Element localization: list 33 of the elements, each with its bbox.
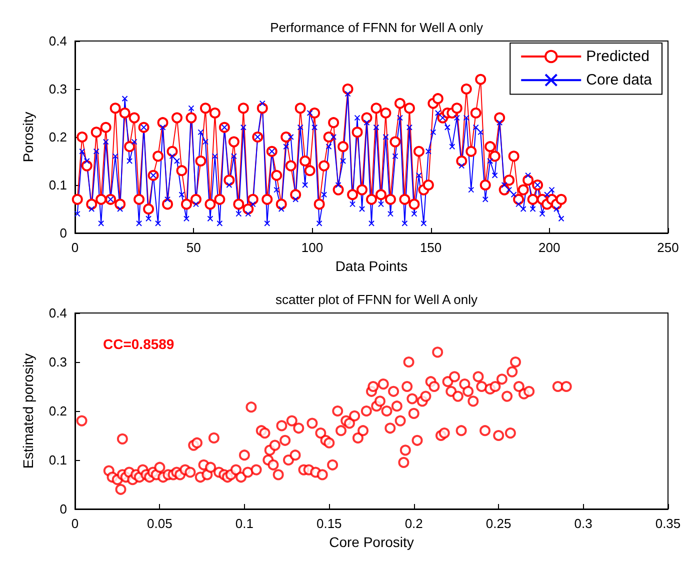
- x-tick-label: 150: [420, 240, 442, 255]
- x-tick-label: 50: [186, 240, 201, 255]
- annotation: CC=0.8589: [103, 336, 174, 352]
- x-tick-label: 0.05: [147, 516, 172, 531]
- y-tick-label: 0.4: [48, 306, 67, 320]
- x-tick-label: 0.35: [655, 516, 681, 531]
- x-tick-label: 0.3: [574, 516, 592, 531]
- y-tick-label: 0.3: [48, 354, 67, 370]
- y-tick-label: 0.2: [48, 130, 67, 144]
- x-tick-label: 0.25: [486, 516, 512, 531]
- legend-label: Core data: [586, 72, 653, 89]
- y-tick-label: 0.2: [48, 404, 67, 418]
- y-tick-label: 0: [60, 502, 67, 516]
- y-tick-label: 0: [60, 226, 67, 240]
- y-axis-title: Porosity: [20, 112, 36, 162]
- chart-title: Performance of FFNN for Well A only: [270, 20, 484, 35]
- x-tick-label: 0.15: [316, 516, 342, 531]
- y-tick-label: 0.1: [48, 452, 67, 468]
- x-axis-title: Core Porosity: [329, 534, 414, 550]
- x-tick-label: 250: [657, 240, 679, 255]
- x-tick-label: 200: [538, 240, 560, 255]
- y-tick-label: 0.3: [48, 82, 67, 96]
- x-tick-label: 0.2: [404, 516, 423, 531]
- x-tick-label: 0: [71, 240, 79, 255]
- x-axis-title: Data Points: [335, 258, 408, 274]
- x-tick-label: 100: [301, 240, 324, 255]
- y-tick-label: 0.4: [48, 34, 67, 48]
- y-axis-title: Estimated porosity: [20, 353, 36, 469]
- chart-title: scatter plot of FFNN for Well A only: [275, 292, 478, 307]
- legend-label: Predicted: [586, 48, 650, 65]
- y-tick-label: 0.1: [48, 178, 67, 192]
- x-tick-label: 0: [71, 516, 79, 531]
- x-tick-label: 0.1: [235, 516, 254, 531]
